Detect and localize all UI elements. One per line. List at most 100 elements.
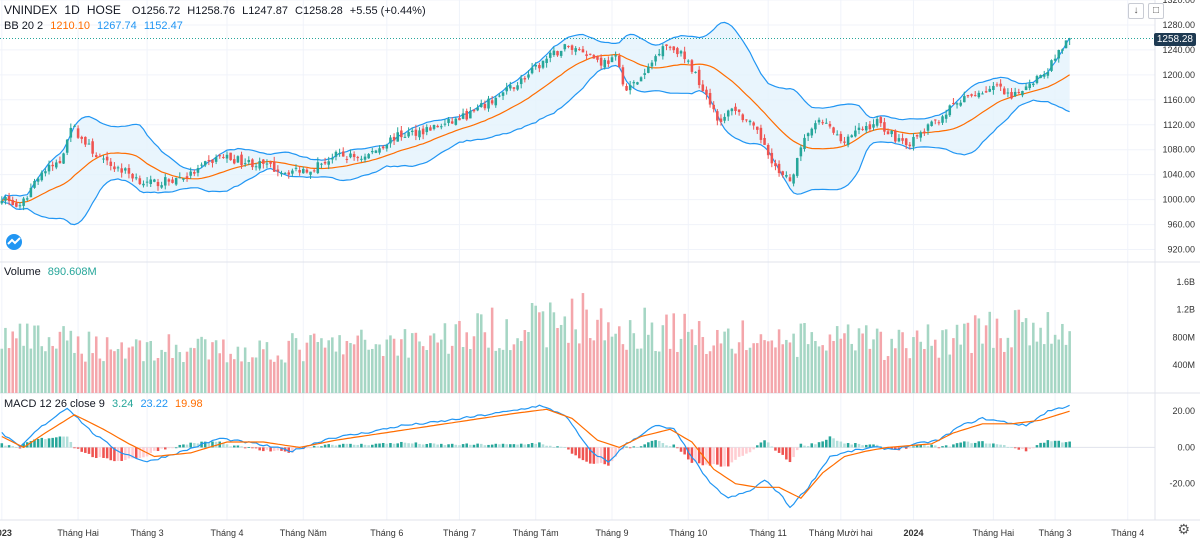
macd-hist-bar: [247, 447, 251, 448]
macd-hist-bar: [269, 447, 272, 452]
macd-hist-bar: [650, 440, 654, 448]
candle-body: [894, 130, 897, 142]
volume-legend[interactable]: Volume 890.608M: [4, 266, 101, 278]
bb-legend[interactable]: BB 20 2 1210.10 1267.74 1152.47: [4, 20, 187, 32]
macd-hist-bar: [483, 445, 487, 448]
volume-label: Volume: [4, 266, 41, 278]
candle-body: [832, 127, 835, 133]
candle-body: [410, 130, 414, 133]
macd-hist-bar: [552, 446, 556, 448]
candle-body: [548, 52, 552, 58]
candle-body: [98, 156, 102, 158]
candle-body: [868, 124, 872, 130]
candle-body: [396, 132, 399, 142]
candle-body: [414, 129, 418, 136]
volume-bar: [745, 350, 748, 393]
volume-bar: [868, 348, 872, 393]
macd-hist-bar: [1046, 440, 1050, 448]
candle-body: [15, 202, 18, 207]
volume-bar: [334, 351, 338, 393]
volume-bar: [33, 325, 36, 393]
volume-bar: [556, 328, 559, 393]
candle-body: [44, 171, 47, 174]
volume-bar: [414, 332, 418, 393]
maximize-icon[interactable]: □: [1148, 3, 1164, 19]
candle-body: [955, 103, 959, 105]
macd-hist-bar: [178, 444, 182, 448]
volume-bar: [458, 320, 461, 393]
volume-bar: [469, 349, 472, 393]
candle-body: [901, 138, 904, 141]
volume-bar: [243, 347, 247, 393]
candle-body: [363, 156, 367, 160]
candle-body: [948, 105, 952, 116]
interval-label[interactable]: 1D: [64, 3, 80, 17]
volume-bar: [363, 339, 367, 393]
macd-hist-bar: [1042, 442, 1046, 448]
volume-bar: [69, 330, 73, 393]
candle-body: [697, 69, 701, 86]
volume-bar: [51, 345, 54, 393]
candle-body: [116, 167, 120, 169]
volume-bar: [494, 350, 498, 393]
macd-hist-bar: [461, 444, 465, 448]
volume-bar: [716, 329, 719, 393]
volume-bar: [519, 340, 523, 393]
move-down-icon[interactable]: ↓: [1128, 3, 1144, 19]
volume-bar: [265, 342, 269, 393]
candle-body: [36, 178, 40, 182]
candle-body: [912, 136, 915, 147]
macd-hist-bar: [287, 447, 291, 453]
macd-hist-bar: [814, 444, 817, 448]
tradingview-logo-icon[interactable]: [4, 234, 24, 250]
volume-bar: [385, 339, 389, 393]
volume-bar: [810, 332, 814, 393]
volume-bar: [102, 361, 105, 393]
volume-bar: [785, 339, 788, 393]
candle-body: [22, 198, 25, 206]
macd-hist-bar: [94, 447, 98, 458]
macd-hist-bar: [1017, 447, 1021, 450]
volume-bar: [225, 362, 229, 393]
macd-hist-bar: [534, 443, 538, 448]
price-axis-label: 1040.00: [1162, 170, 1195, 180]
macd-hist-bar: [443, 445, 447, 448]
macd-hist-bar: [105, 447, 109, 459]
volume-bar: [759, 334, 763, 393]
volume-bar: [345, 341, 349, 393]
volume-bar: [617, 326, 621, 393]
volume-bar: [647, 334, 650, 393]
candle-body: [254, 166, 258, 168]
volume-bar: [472, 336, 476, 393]
macd-hist-bar: [788, 447, 792, 463]
candle-body: [487, 98, 490, 109]
candle-body: [585, 54, 588, 57]
candle-body: [247, 159, 251, 163]
macd-legend[interactable]: MACD 12 26 close 9 3.24 23.22 19.98: [4, 398, 207, 410]
volume-bar: [436, 342, 439, 393]
candle-body: [316, 162, 320, 174]
volume-bar: [392, 338, 396, 393]
volume-bar: [450, 345, 454, 393]
candle-body: [454, 118, 458, 125]
candle-body: [29, 187, 33, 198]
macd-hist-bar: [33, 439, 36, 448]
volume-bar: [338, 335, 341, 393]
volume-bar: [432, 333, 436, 393]
bb-lower-value: 1152.47: [143, 20, 183, 32]
candle-body: [999, 83, 1002, 87]
candle-body: [160, 185, 163, 188]
symbol-name[interactable]: VNINDEX: [4, 3, 58, 17]
volume-bar: [142, 361, 145, 393]
candle-body: [447, 119, 450, 123]
gear-icon[interactable]: ⚙: [1177, 521, 1190, 537]
candle-body: [294, 167, 298, 169]
volume-bar: [131, 346, 134, 393]
candle-body: [91, 141, 94, 154]
volume-bar: [1053, 334, 1057, 393]
volume-bar: [222, 339, 225, 393]
candle-body: [18, 205, 22, 207]
candle-body: [222, 156, 225, 158]
macd-hist-bar: [614, 447, 617, 457]
